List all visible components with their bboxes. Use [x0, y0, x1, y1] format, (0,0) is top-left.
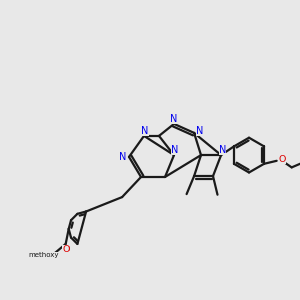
Text: O: O — [62, 245, 69, 254]
Text: N: N — [141, 126, 148, 136]
Text: O: O — [278, 155, 286, 164]
Text: N: N — [219, 145, 226, 155]
Text: methoxy: methoxy — [28, 252, 58, 258]
Text: N: N — [170, 114, 177, 124]
Text: N: N — [196, 126, 204, 136]
Text: O: O — [62, 245, 69, 254]
Text: N: N — [171, 145, 178, 155]
Text: O: O — [278, 155, 286, 164]
Text: N: N — [119, 152, 127, 162]
